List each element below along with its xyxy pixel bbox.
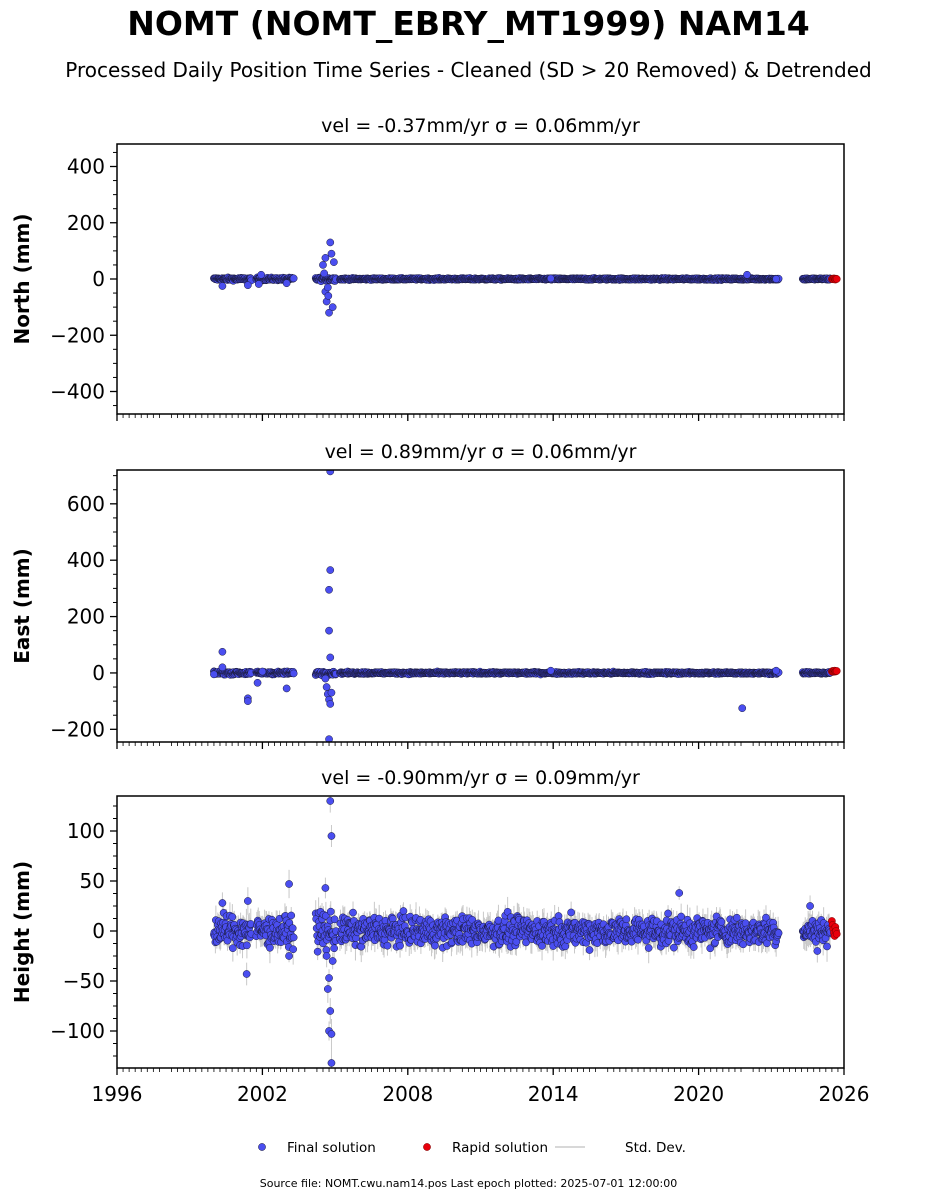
final-point <box>289 669 298 678</box>
std-dev-bars <box>213 470 831 740</box>
panel-east: vel = 0.89mm/yr σ = 0.06mm/yr East (mm) −2… <box>10 441 845 749</box>
page-title: NOMT (NOMT_EBRY_MT1999) NAM14 <box>127 4 810 43</box>
panel-title: vel = -0.37mm/yr σ = 0.06mm/yr <box>321 115 640 137</box>
final-point <box>210 670 218 679</box>
final-point <box>324 292 333 300</box>
final-point <box>326 700 335 708</box>
final-point <box>326 566 335 574</box>
final-point <box>321 674 330 683</box>
final-point <box>325 735 333 742</box>
y-tick-label: −200 <box>50 323 105 347</box>
final-point <box>322 683 331 691</box>
final-point <box>244 697 252 705</box>
final-point <box>254 280 263 288</box>
panel-title: vel = 0.89mm/yr σ = 0.06mm/yr <box>325 441 637 463</box>
final-point <box>772 275 780 283</box>
y-tick-label: 400 <box>67 155 105 179</box>
final-solution-series <box>210 238 835 317</box>
y-axis-label: East (mm) <box>10 548 34 664</box>
final-point <box>282 279 291 288</box>
y-tick-label: 200 <box>67 211 105 235</box>
final-point <box>330 258 338 266</box>
final-point <box>327 249 336 258</box>
final-point <box>257 270 266 279</box>
final-point <box>218 647 227 656</box>
final-point <box>258 667 267 676</box>
plot-frame <box>116 469 845 743</box>
final-point <box>325 626 333 635</box>
final-point <box>320 269 329 278</box>
panel-north: vel = -0.37mm/yr σ = 0.06mm/yr North (mm)… <box>10 115 845 421</box>
y-tick-label: 200 <box>67 605 105 629</box>
plot-area <box>210 470 841 742</box>
y-tick-label: −200 <box>50 717 105 741</box>
final-solution-series <box>210 470 835 742</box>
final-point <box>546 666 555 675</box>
final-point <box>244 281 252 290</box>
final-point <box>325 585 333 594</box>
y-tick-label: 400 <box>67 548 105 572</box>
final-point <box>323 283 332 292</box>
final-point <box>325 308 333 317</box>
rapid-solution-series <box>828 274 841 284</box>
final-point <box>743 270 751 279</box>
final-point <box>326 238 335 247</box>
plot-area <box>210 238 841 317</box>
final-point <box>328 303 337 311</box>
y-tick-label: 0 <box>92 661 105 685</box>
final-point <box>319 261 327 269</box>
y-axis-label: North (mm) <box>10 213 34 344</box>
final-point <box>772 666 780 675</box>
final-point <box>326 470 335 476</box>
page-subtitle: Processed Daily Position Time Series - C… <box>65 58 872 82</box>
final-point <box>289 274 298 283</box>
final-point <box>218 663 227 672</box>
final-point <box>321 254 330 262</box>
final-point <box>253 678 262 687</box>
final-point <box>218 282 227 290</box>
y-tick-label: 600 <box>67 492 105 516</box>
y-tick-label: −400 <box>50 380 105 404</box>
rapid-solution-series <box>828 666 841 676</box>
final-point <box>326 653 335 662</box>
final-point <box>738 704 747 713</box>
y-tick-label: 0 <box>92 267 105 291</box>
final-point <box>327 688 336 697</box>
rapid-point <box>832 667 841 675</box>
final-point <box>282 684 291 693</box>
final-point <box>546 274 555 283</box>
rapid-point <box>832 275 841 283</box>
